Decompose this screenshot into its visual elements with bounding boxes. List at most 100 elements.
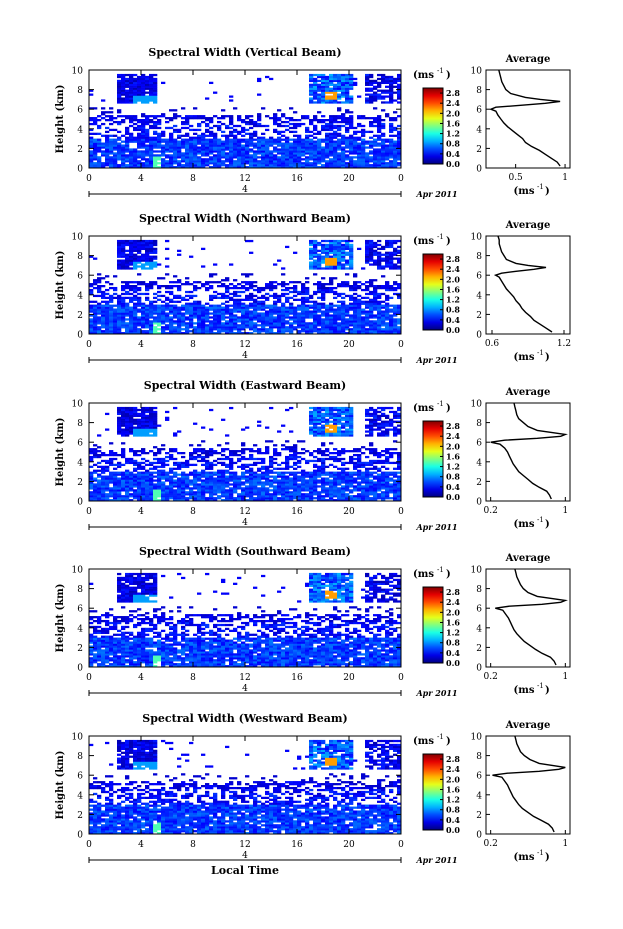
heatmap-cell — [377, 73, 382, 77]
heatmap-cell — [197, 493, 202, 496]
heatmap-cell — [237, 487, 242, 490]
heatmap-cell — [377, 300, 382, 303]
heatmap-cell — [209, 134, 214, 137]
heatmap-cell — [365, 97, 370, 100]
heatmap-cell — [213, 459, 218, 463]
heatmap-cell — [381, 158, 386, 161]
heatmap-cell — [369, 93, 374, 96]
heatmap-cell — [157, 263, 162, 266]
heatmap-cell — [189, 453, 194, 457]
heatmap-cell — [213, 450, 218, 453]
heatmap-cell — [137, 332, 142, 335]
heatmap-cell — [189, 296, 194, 300]
heatmap-cell — [341, 300, 346, 303]
heatmap-cell — [145, 430, 150, 433]
heatmap-cell — [313, 267, 318, 270]
heatmap-cell — [265, 286, 270, 290]
heatmap-cell — [385, 255, 390, 258]
heatmap-cell — [109, 308, 114, 311]
heatmap-cell — [141, 318, 146, 321]
heatmap-cell — [365, 160, 370, 163]
heatmap-cell — [389, 239, 394, 243]
heatmap-cell — [121, 481, 126, 484]
heatmap-cell — [145, 487, 150, 490]
heatmap-cell — [345, 101, 350, 104]
heatmap-cell — [277, 122, 282, 126]
heatmap-cell — [185, 318, 190, 321]
heatmap-cell — [257, 152, 262, 155]
heatmap-cell — [293, 152, 298, 155]
heatmap-cell — [161, 477, 166, 480]
heatmap-cell — [385, 158, 390, 161]
heatmap-cell — [105, 479, 110, 482]
heatmap-cell — [149, 475, 154, 478]
heatmap-cell — [369, 140, 374, 143]
heatmap-cell — [321, 314, 326, 317]
heatmap-cell — [365, 156, 370, 159]
heatmap-cell — [149, 126, 154, 130]
heatmap-cell — [185, 328, 190, 331]
heatmap-cell — [177, 332, 182, 335]
heatmap-cell — [249, 296, 254, 300]
heatmap-cell — [341, 93, 346, 96]
heatmap-cell — [109, 160, 114, 163]
heatmap-cell — [205, 146, 210, 149]
heatmap-cell — [321, 290, 326, 294]
heatmap-cell — [353, 281, 358, 284]
heatmap-cell — [173, 308, 178, 311]
heatmap-cell — [349, 285, 354, 288]
colorbar-unit-exp: -1 — [437, 67, 444, 75]
heatmap-cell — [169, 148, 174, 151]
heatmap-cell — [321, 239, 326, 243]
heatmap-cell — [273, 150, 278, 153]
heatmap-cell — [97, 288, 102, 292]
heatmap-cell — [169, 312, 174, 315]
heatmap-cell — [105, 296, 110, 300]
heatmap-cell — [273, 120, 278, 124]
heatmap-cell — [225, 300, 230, 303]
heatmap-cell — [129, 477, 134, 480]
heatmap-cell — [205, 326, 210, 329]
heatmap-cell — [217, 457, 222, 461]
heatmap-cell — [249, 251, 254, 254]
heatmap-cell — [145, 97, 150, 100]
heatmap-cell — [317, 283, 322, 286]
heatmap-cell — [113, 292, 118, 296]
heatmap-cell — [177, 279, 182, 282]
heatmap-cell — [241, 298, 246, 301]
heatmap-cell — [305, 140, 310, 143]
heatmap-cell — [133, 122, 138, 126]
heatmap-cell — [145, 420, 150, 423]
heatmap-cell — [229, 330, 234, 333]
heatmap-cell — [281, 292, 286, 296]
heatmap-cell — [137, 79, 142, 83]
heatmap-cell — [109, 330, 114, 333]
heatmap-cell — [345, 306, 350, 309]
heatmap-cell — [121, 332, 126, 335]
heatmap-cell — [189, 312, 194, 315]
heatmap-cell — [261, 156, 266, 159]
heatmap-cell — [365, 142, 370, 145]
heatmap-cell — [233, 164, 238, 167]
heatmap-cell — [337, 97, 342, 100]
heatmap-cell — [309, 257, 314, 260]
heatmap-cell — [97, 483, 102, 486]
heatmap-cell — [177, 162, 182, 165]
heatmap-cell — [297, 304, 302, 307]
heatmap-cell — [189, 318, 194, 321]
heatmap-cell — [313, 300, 318, 303]
heatmap-cell — [89, 477, 94, 480]
heatmap-cell — [393, 318, 398, 321]
heatmap-cell — [381, 81, 386, 85]
heatmap-cell — [349, 75, 354, 79]
heatmap-cell — [93, 485, 98, 488]
heatmap-cell — [101, 465, 106, 468]
heatmap-cell — [329, 132, 334, 135]
heatmap-cell — [397, 130, 402, 134]
heatmap-cell — [325, 81, 330, 85]
heatmap-cell — [233, 308, 238, 311]
heatmap-cell — [133, 310, 138, 313]
heatmap-cell — [385, 253, 390, 256]
heatmap-cell — [377, 324, 382, 327]
heatmap-cell — [153, 410, 158, 414]
